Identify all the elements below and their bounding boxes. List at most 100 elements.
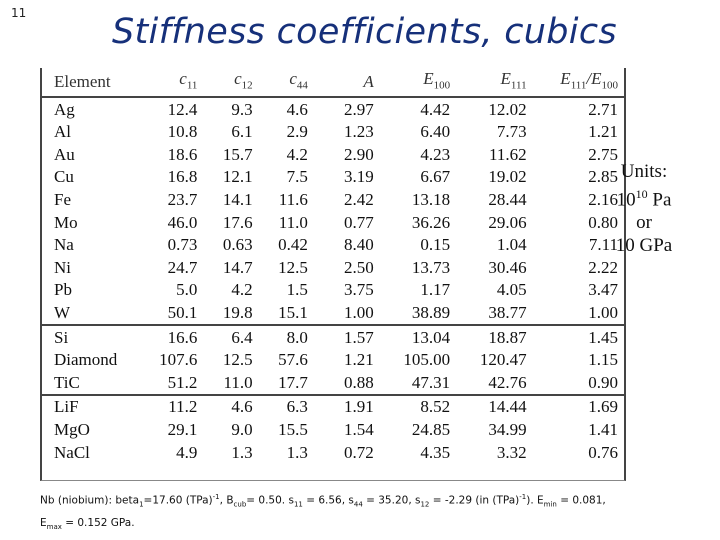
table-row: NaCl 4.9 1.3 1.3 0.72 4.35 3.32 0.76: [42, 441, 624, 464]
cell-c11: 16.8: [167, 167, 198, 187]
cell-a: 1.57: [313, 324, 380, 349]
cell-c12: 12.5: [222, 350, 253, 370]
cell-c44: 57.6: [278, 350, 308, 370]
cell-c44: 8.0: [258, 324, 314, 349]
cell-e111: 30.46: [488, 257, 527, 277]
header-e100: E100: [379, 68, 457, 99]
cell-e111: 3.32: [496, 442, 527, 462]
cell-e100: 4.42: [420, 99, 451, 119]
cell-c44: 11.6: [278, 190, 308, 210]
cell-c12: 14.1: [222, 190, 253, 210]
cell-c44: 0.42: [278, 235, 308, 255]
cell-a: 1.23: [343, 122, 374, 142]
cell-a: 0.72: [343, 442, 374, 462]
cell-e100: 36.26: [411, 212, 451, 232]
cell-c11: 23.7: [167, 190, 198, 210]
table-header-row: Element c11 c12 c44 A E100 E111 E111/E10…: [42, 68, 624, 99]
cell-c12: 9.0: [231, 420, 253, 439]
cell-a: 0.88: [343, 372, 374, 392]
cell-e111: 14.44: [456, 394, 533, 419]
cell-a: 1.21: [343, 350, 374, 370]
cell-c11: 11.2: [148, 394, 204, 419]
cell-a: 2.50: [343, 257, 374, 277]
cell-c11: 29.1: [167, 420, 198, 439]
stiffness-table: Element c11 c12 c44 A E100 E111 E111/E10…: [42, 68, 624, 464]
header-ratio: E111/E100: [532, 68, 624, 99]
cell-ratio: 1.69: [532, 394, 624, 419]
table-row: Diamond 107.6 12.5 57.6 1.21 105.00 120.47 1.15: [42, 349, 624, 372]
cell-e100: 8.52: [379, 394, 457, 419]
cell-c44: 15.5: [278, 420, 308, 439]
cell-a: 3.19: [343, 167, 374, 187]
cell-ratio: 2.85: [588, 167, 618, 187]
cell-e111: 7.73: [496, 122, 527, 142]
cell-c12: 12.1: [222, 167, 253, 187]
cell-c12: 6.1: [231, 122, 253, 142]
cell-c12: 9.3: [231, 99, 253, 119]
cell-c44: 12.5: [278, 257, 308, 277]
cell-element: Al: [54, 122, 71, 142]
cell-e100: 13.18: [411, 190, 451, 210]
cell-c11: 4.9: [176, 442, 198, 462]
units-or: or: [636, 212, 652, 234]
cell-c12: 1.3: [231, 442, 253, 462]
cell-a: 2.42: [343, 190, 374, 210]
cell-a: 0.77: [343, 212, 374, 232]
cell-e111: 19.02: [488, 167, 527, 187]
cell-e100: 13.73: [411, 257, 451, 277]
table-row: Au 18.6 15.7 4.2 2.90 4.23 11.62 2.75: [42, 144, 624, 167]
cell-a: 3.75: [343, 280, 374, 300]
header-c12: c12: [203, 68, 259, 99]
cell-c44: 1.5: [286, 280, 308, 300]
units-value: 1010 Pa: [616, 187, 672, 211]
cell-e111: 29.06: [488, 212, 527, 232]
cell-ratio: 2.16: [588, 190, 618, 210]
cell-e111: 42.76: [488, 372, 527, 392]
table-row: Ag 12.4 9.3 4.6 2.97 4.42 12.02 2.71: [42, 97, 624, 121]
cell-c11: 10.8: [167, 122, 198, 142]
cell-c44: 1.3: [286, 442, 308, 462]
cell-element: Ag: [54, 99, 75, 119]
cell-c11: 46.0: [167, 212, 198, 232]
cell-e111: 11.62: [488, 144, 527, 164]
table-row: Cu 16.8 12.1 7.5 3.19 6.67 19.02 2.85: [42, 166, 624, 189]
cell-ratio: 1.45: [532, 324, 624, 349]
cell-element: Pb: [54, 280, 72, 300]
cell-e100: 13.04: [379, 324, 457, 349]
cell-e100: 4.23: [420, 144, 451, 164]
cell-c12: 4.6: [203, 394, 259, 419]
header-anisotropy: A: [313, 68, 380, 99]
table-row: Pb 5.0 4.2 1.5 3.75 1.17 4.05 3.47: [42, 279, 624, 302]
cell-c44: 17.7: [278, 372, 308, 392]
cell-c11: 24.7: [167, 257, 198, 277]
cell-ratio: 1.21: [588, 122, 618, 142]
cell-e111: 120.47: [479, 350, 527, 370]
cell-e100: 6.40: [420, 122, 451, 142]
cell-a: 1.91: [313, 394, 380, 419]
cell-e100: 24.85: [411, 420, 451, 439]
cell-c12: 17.6: [222, 212, 253, 232]
cell-c11: 50.1: [167, 303, 198, 323]
cell-e111: 38.77: [488, 303, 527, 323]
cell-c44: 2.9: [286, 122, 308, 142]
cell-ratio: 0.80: [588, 212, 618, 232]
cell-element: Ni: [54, 257, 71, 277]
table-row: LiF 11.2 4.6 6.3 1.91 8.52 14.44 1.69: [42, 394, 624, 419]
cell-a: 2.90: [343, 144, 374, 164]
cell-element: LiF: [42, 394, 149, 419]
cell-a: 2.97: [343, 99, 374, 119]
cell-e100: 6.67: [420, 167, 451, 187]
cell-element: Cu: [54, 167, 74, 187]
cell-c44: 6.3: [258, 394, 314, 419]
units-alt: 10 GPa: [615, 235, 673, 257]
cell-c11: 18.6: [167, 144, 198, 164]
cell-ratio: 3.47: [588, 280, 618, 300]
table-row: Mo 46.0 17.6 11.0 0.77 36.26 29.06 0.80: [42, 211, 624, 234]
table-row: TiC 51.2 11.0 17.7 0.88 47.31 42.76 0.90: [42, 372, 624, 396]
cell-element: Na: [54, 235, 74, 255]
cell-element: Si: [42, 324, 149, 349]
cell-e111: 1.04: [496, 235, 527, 255]
cell-element: MgO: [54, 420, 90, 439]
cell-ratio: 0.90: [588, 372, 618, 392]
table-row: Fe 23.7 14.1 11.6 2.42 13.18 28.44 2.16: [42, 189, 624, 212]
